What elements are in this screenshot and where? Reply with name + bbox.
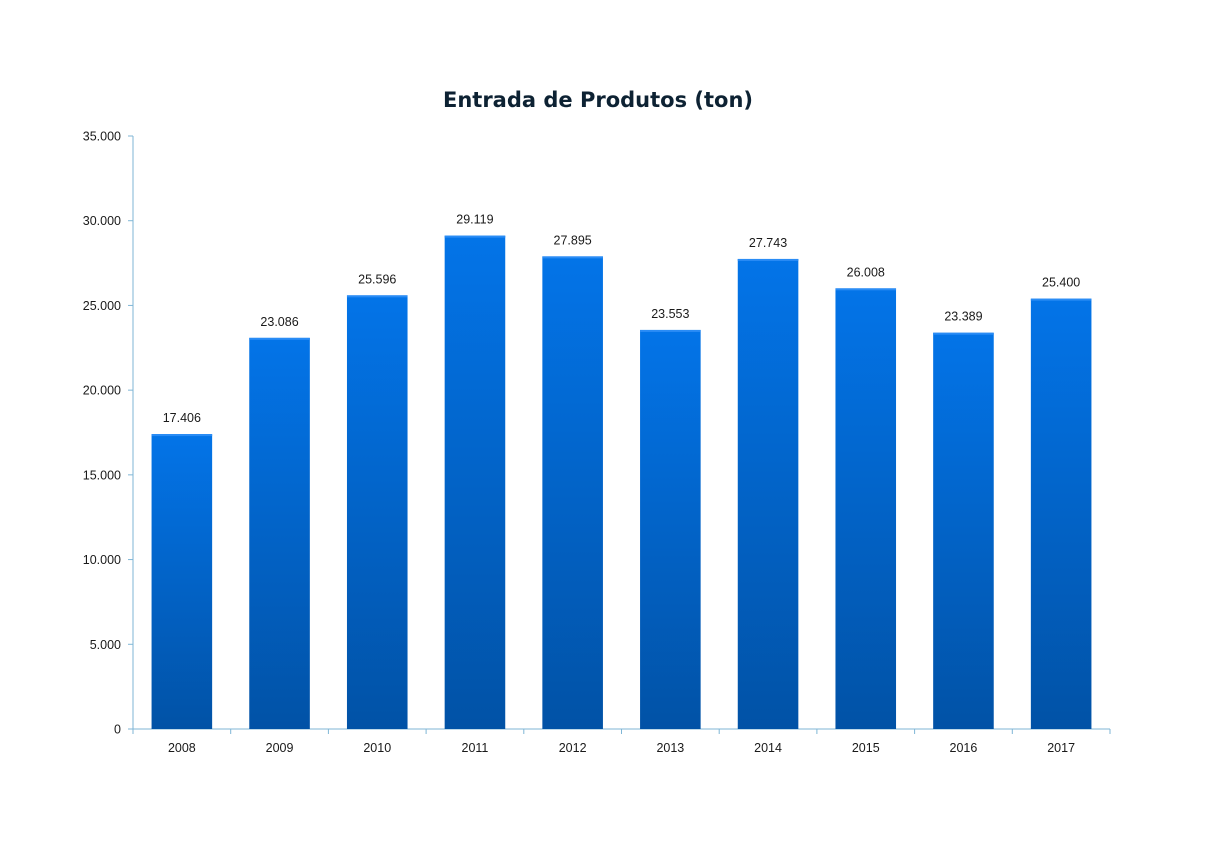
chart-title: Entrada de Produtos (ton) (442, 88, 753, 112)
bar-top-edge (249, 337, 310, 340)
data-label: 26.008 (847, 265, 885, 279)
x-axis: 2008 2009 2010 2011 2012 2013 2014 2015 2016 2017 (132, 728, 1111, 755)
y-tick-label: 35.000 (83, 130, 121, 144)
y-tick-label: 25.000 (83, 299, 121, 313)
data-label: 25.596 (358, 272, 396, 286)
x-tick-label: 2011 (462, 741, 489, 755)
x-tick-label: 2008 (168, 741, 196, 755)
y-tick-label: 15.000 (83, 468, 121, 482)
bar-top-edge (737, 258, 799, 261)
x-tick-label: 2014 (754, 741, 782, 755)
data-label: 27.743 (749, 236, 787, 250)
data-label: 27.895 (554, 233, 592, 247)
bar (542, 256, 603, 729)
y-axis: 0 5.000 10.000 15.000 20.000 25.000 30.000 35.0… (83, 130, 134, 737)
bar (151, 434, 213, 729)
x-tick-label: 2016 (950, 741, 978, 755)
bar (346, 295, 408, 729)
bar (933, 332, 994, 729)
bar (835, 288, 897, 729)
y-tick-label: 10.000 (83, 553, 121, 567)
data-label: 25.400 (1042, 276, 1080, 290)
bar (444, 235, 506, 730)
x-tick-label: 2012 (559, 741, 587, 755)
bar-top-edge (640, 329, 701, 332)
bar-top-edge (933, 332, 994, 335)
data-label: 23.086 (260, 315, 298, 329)
y-tick-label: 30.000 (83, 214, 121, 228)
y-tick-label: 0 (114, 723, 121, 737)
y-tick-label: 5.000 (90, 638, 121, 652)
bar-top-edge (346, 295, 408, 298)
bars (151, 235, 1092, 730)
bar-top-edge (542, 256, 603, 259)
x-tick-label: 2015 (852, 741, 880, 755)
data-label: 23.553 (651, 307, 689, 321)
bar-top-edge (1030, 298, 1092, 301)
bar (1030, 298, 1092, 729)
bar-top-edge (444, 235, 506, 238)
bar (249, 337, 310, 729)
data-labels: 17.406 23.086 25.596 29.119 27.895 23.553 27.7… (163, 213, 1081, 425)
data-label: 17.406 (163, 411, 201, 425)
bar-top-edge (151, 434, 213, 437)
bar-top-edge (835, 288, 897, 291)
x-tick-label: 2013 (656, 741, 684, 755)
x-tick-label: 2017 (1047, 741, 1075, 755)
bar (640, 329, 701, 729)
data-label: 29.119 (456, 213, 493, 227)
x-tick-label: 2009 (266, 741, 294, 755)
x-tick-label: 2010 (363, 741, 391, 755)
y-tick-label: 20.000 (83, 384, 121, 398)
bar (737, 258, 799, 729)
data-label: 23.389 (944, 310, 982, 324)
